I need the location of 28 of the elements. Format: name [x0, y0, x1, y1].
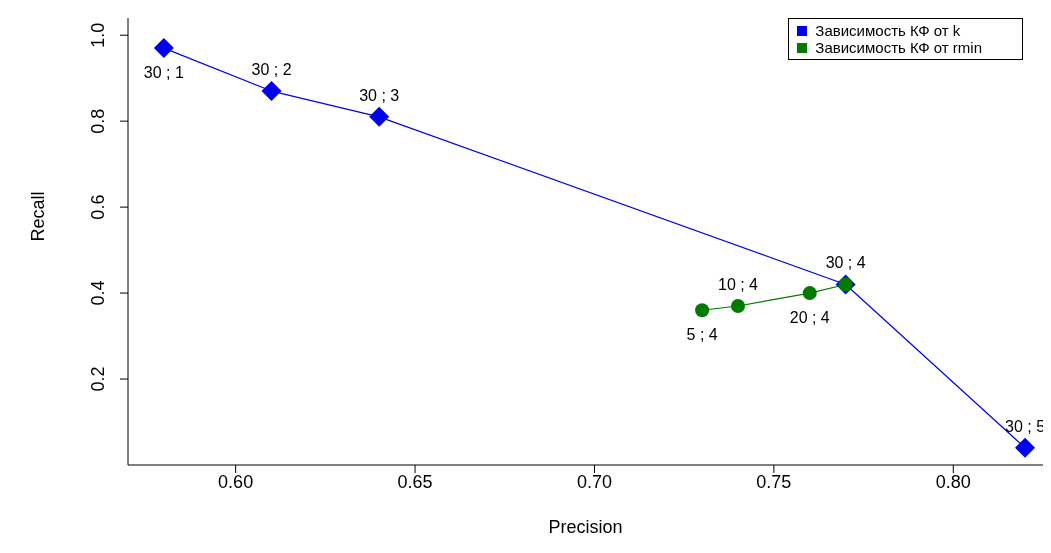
- point: [802, 286, 817, 301]
- legend-label: Зависимость КФ от rmin: [815, 39, 982, 56]
- x-tick-label: 0.75: [756, 471, 792, 492]
- data-label: 30 ; 2: [251, 61, 292, 79]
- point: [369, 106, 390, 127]
- y-tick-label: 0.6: [88, 194, 108, 220]
- data-label: 10 ; 4: [717, 275, 759, 293]
- point: [695, 303, 710, 318]
- data-label: 30 ; 3: [359, 86, 400, 104]
- legend-label: Зависимость КФ от k: [815, 22, 961, 39]
- x-axis-title: Precision: [548, 517, 623, 537]
- x-tick-label: 0.70: [576, 471, 612, 492]
- y-tick-label: 1.0: [88, 22, 108, 48]
- x-tick-label: 0.60: [218, 471, 254, 492]
- y-tick-label: 0.2: [88, 366, 108, 392]
- point: [261, 81, 282, 102]
- data-label: 30 ; 4: [825, 254, 866, 272]
- point: [1015, 437, 1036, 458]
- y-tick-label: 0.4: [88, 280, 108, 306]
- point: [153, 38, 174, 59]
- y-tick-label: 0.8: [88, 108, 108, 134]
- data-label: 30 ; 1: [143, 64, 184, 82]
- y-axis-title: Recall: [28, 191, 49, 242]
- data-label: 5 ; 4: [686, 326, 718, 344]
- point: [731, 298, 745, 313]
- x-tick-label: 0.80: [935, 471, 971, 492]
- x-tick-label: 0.65: [397, 471, 433, 492]
- data-label: 20 ; 4: [789, 309, 830, 327]
